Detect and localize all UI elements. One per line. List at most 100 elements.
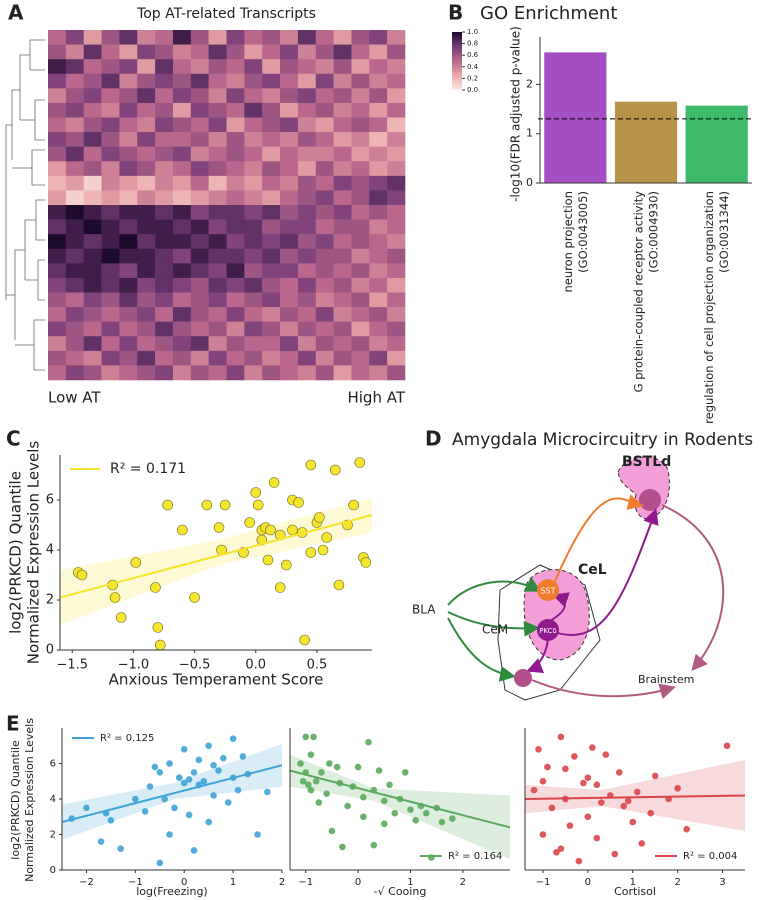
node-label: BSTLd <box>622 454 671 470</box>
heat-cell <box>262 161 281 177</box>
heat-cell <box>226 248 245 264</box>
heat-cell <box>208 205 227 220</box>
heat-cell <box>48 277 67 293</box>
heat-cell <box>208 321 227 337</box>
heat-cell <box>280 219 299 235</box>
heat-cell <box>387 132 406 147</box>
point <box>386 781 393 789</box>
x-tick-label: neuron projection <box>561 191 575 293</box>
heat-cell <box>297 307 317 322</box>
heat-cell <box>208 350 227 366</box>
node-label: CeM <box>482 623 508 637</box>
heat-cell <box>315 73 334 89</box>
heat-cell <box>333 219 352 235</box>
panel-label: E <box>6 712 20 736</box>
heat-cell <box>119 336 138 352</box>
heat-cell <box>315 59 334 75</box>
heat-cell <box>297 88 317 104</box>
heat-cell <box>315 205 334 220</box>
heat-cell <box>119 73 138 89</box>
heat-cell <box>244 277 263 293</box>
heat-cell <box>369 30 388 45</box>
heat-cell <box>369 336 388 352</box>
y-tick-label: 1 <box>526 127 533 140</box>
heat-cell <box>48 307 67 322</box>
heat-cell <box>172 59 192 75</box>
point <box>166 831 173 838</box>
point <box>651 772 659 780</box>
y-axis-label: Normalized Expression Levels <box>25 441 43 665</box>
heat-cell <box>387 248 406 264</box>
arrow <box>447 611 540 637</box>
x-tick-label: regulation of cell projection organizati… <box>702 191 716 424</box>
point <box>539 777 547 785</box>
x-tick-label: −1 <box>298 877 313 888</box>
point <box>348 499 359 511</box>
heat-cell <box>226 234 245 250</box>
heat-cell <box>172 292 192 308</box>
point <box>624 797 632 805</box>
y-axis-label: log2(PRKCD) Quantile <box>7 471 25 634</box>
heat-cell <box>83 73 102 89</box>
point <box>566 822 574 829</box>
x-tick-label: 2 <box>460 877 466 888</box>
heat-cell <box>155 132 174 147</box>
point <box>310 733 317 741</box>
heat-cell <box>280 161 299 177</box>
heat-cell <box>333 132 352 147</box>
heat-cell <box>137 88 156 104</box>
heat-cell <box>137 277 156 293</box>
point <box>171 804 178 812</box>
heat-cell <box>119 175 138 191</box>
point <box>162 499 173 511</box>
heat-cell <box>83 88 102 104</box>
heat-cell <box>333 234 352 250</box>
heat-cell <box>351 44 370 60</box>
y-tick-label: 2 <box>50 830 56 841</box>
heat-cell <box>83 365 102 381</box>
heat-cell <box>315 277 334 293</box>
point <box>264 788 271 796</box>
heat-cell <box>226 321 245 337</box>
y-tick-label: 0 <box>526 176 533 189</box>
heat-cell <box>262 175 281 191</box>
point <box>370 841 378 849</box>
point <box>593 834 601 842</box>
heat-cell <box>226 88 245 104</box>
heat-cell <box>101 117 120 133</box>
legend-label: R² = 0.164 <box>448 851 502 862</box>
heat-cell <box>315 350 334 366</box>
heat-cell <box>315 190 334 206</box>
heat-cell <box>351 248 370 264</box>
heat-cell <box>351 277 370 293</box>
point <box>360 793 367 801</box>
y-tick-label: 4 <box>50 794 56 805</box>
heat-cell <box>172 350 192 366</box>
chart-title: Top AT-related Transcripts <box>136 6 316 22</box>
point <box>201 499 213 511</box>
heat-cell <box>83 307 102 322</box>
heat-cell <box>387 88 406 104</box>
heat-cell <box>387 190 406 206</box>
heat-cell <box>333 336 352 352</box>
colorbar-tick-label: 0.8 <box>467 40 478 48</box>
heat-cell <box>137 132 156 147</box>
heat-cell <box>315 146 334 162</box>
heat-cell <box>172 175 192 191</box>
heat-cell <box>190 234 209 250</box>
point <box>589 744 596 751</box>
heat-cell <box>333 321 352 337</box>
point <box>584 813 592 821</box>
cel-region <box>523 569 590 661</box>
heat-cell <box>190 248 209 264</box>
x-tick-label: −0.5 <box>179 658 211 673</box>
heat-cell <box>244 161 263 177</box>
heat-cell <box>65 336 84 352</box>
heat-cell <box>83 102 102 118</box>
heat-cell <box>280 292 299 308</box>
heat-cell <box>387 321 406 337</box>
point <box>530 786 538 794</box>
point <box>539 831 547 838</box>
point <box>97 838 105 845</box>
